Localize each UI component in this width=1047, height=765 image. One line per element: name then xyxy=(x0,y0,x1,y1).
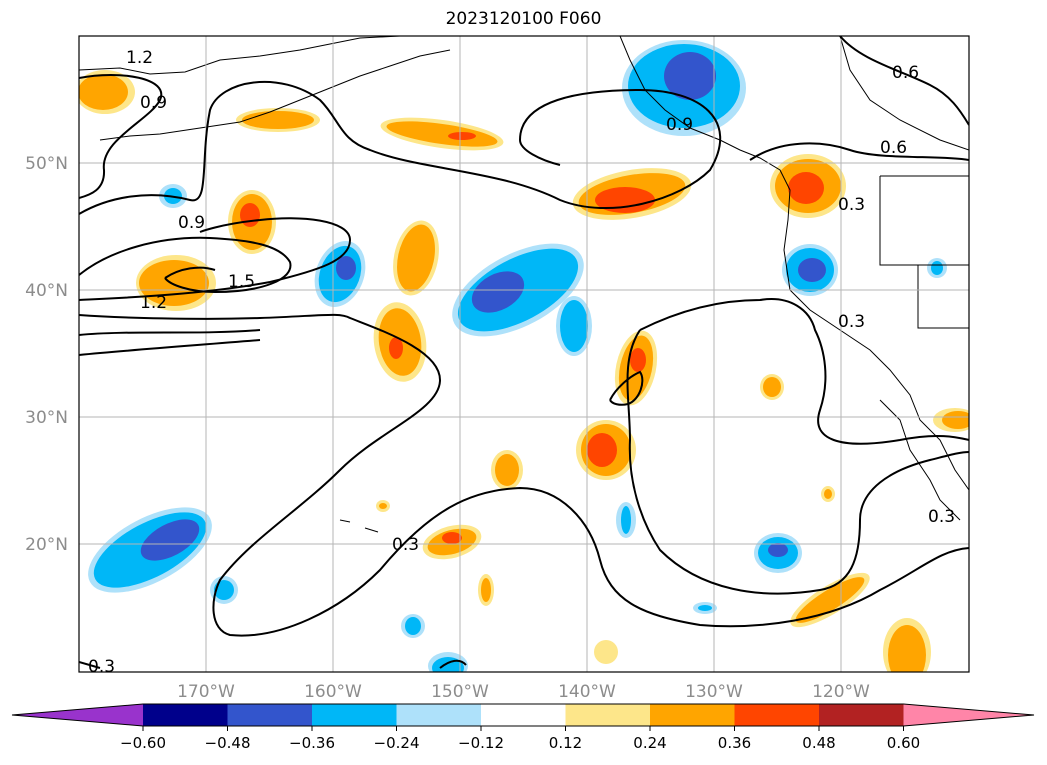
map-title: 2023120100 F060 xyxy=(445,9,602,29)
colorbar-segment xyxy=(312,704,397,726)
contour-label: 1.2 xyxy=(126,48,153,68)
colorbar-tick-label: 0.24 xyxy=(633,734,666,752)
lon-label: 170°W xyxy=(177,682,235,702)
colorbar-segment xyxy=(227,704,313,726)
contour-label: 0.3 xyxy=(392,535,419,555)
longitude-labels: 170°W 160°W 150°W 140°W 130°W 120°W xyxy=(177,682,870,702)
coastlines xyxy=(79,36,969,533)
lat-label: 30°N xyxy=(25,408,68,428)
latitude-labels: 50°N 40°N 30°N 20°N xyxy=(25,154,68,555)
colorbar-segment xyxy=(481,704,566,726)
colorbar-segment xyxy=(819,704,904,726)
lat-label: 40°N xyxy=(25,281,68,301)
lon-label: 120°W xyxy=(812,682,870,702)
colorbar-tick-label: −0.12 xyxy=(458,734,504,752)
contour-lines xyxy=(79,36,969,669)
contour-label-group: 1.2 0.9 0.9 1.5 1.2 0.9 0.6 0.6 0.3 0.3 … xyxy=(88,48,955,677)
contour-label: 1.5 xyxy=(228,272,255,292)
shaded-anomalies xyxy=(79,40,969,672)
colorbar-tick-label: 0.12 xyxy=(549,734,582,752)
contour-label: 0.6 xyxy=(892,63,919,83)
colorbar-tick-label: 0.60 xyxy=(887,734,920,752)
contour-label: 0.3 xyxy=(838,312,865,332)
contour-label: 0.3 xyxy=(838,195,865,215)
colorbar-segment xyxy=(734,704,820,726)
lat-label: 20°N xyxy=(25,535,68,555)
colorbar-tick-label: −0.60 xyxy=(120,734,166,752)
colorbar-segment xyxy=(565,704,651,726)
lat-label: 50°N xyxy=(25,154,68,174)
contour-label: 0.6 xyxy=(880,138,907,158)
map-plot-area: 1.2 0.9 0.9 1.5 1.2 0.9 0.6 0.6 0.3 0.3 … xyxy=(79,36,969,677)
colorbar-tick-label: 0.36 xyxy=(718,734,751,752)
contour-label: 0.9 xyxy=(178,213,205,233)
map-frame xyxy=(78,35,970,673)
lon-label: 150°W xyxy=(431,682,489,702)
lon-label: 130°W xyxy=(685,682,743,702)
colorbar-segment xyxy=(396,704,482,726)
colorbar-tick-label: −0.36 xyxy=(289,734,335,752)
colorbar-tick-label: −0.24 xyxy=(374,734,420,752)
lon-label: 160°W xyxy=(304,682,362,702)
colorbar-extend-high xyxy=(903,704,1034,726)
lon-label: 140°W xyxy=(558,682,616,702)
colorbar-segment xyxy=(650,704,735,726)
contour-label: 0.3 xyxy=(88,657,115,677)
colorbar-tick-label: 0.48 xyxy=(802,734,835,752)
contour-label: 0.9 xyxy=(140,93,167,113)
contour-label: 0.9 xyxy=(666,115,693,135)
colorbar-segment xyxy=(143,704,228,726)
colorbar-tick-label: −0.48 xyxy=(205,734,251,752)
colorbar-extend-low xyxy=(12,704,143,726)
contour-label: 1.2 xyxy=(140,293,167,313)
contour-label: 0.3 xyxy=(928,507,955,527)
colorbar: −0.60 −0.48 −0.36 −0.24 −0.12 0.12 0.24 0.36 0.4… xyxy=(11,703,1035,752)
